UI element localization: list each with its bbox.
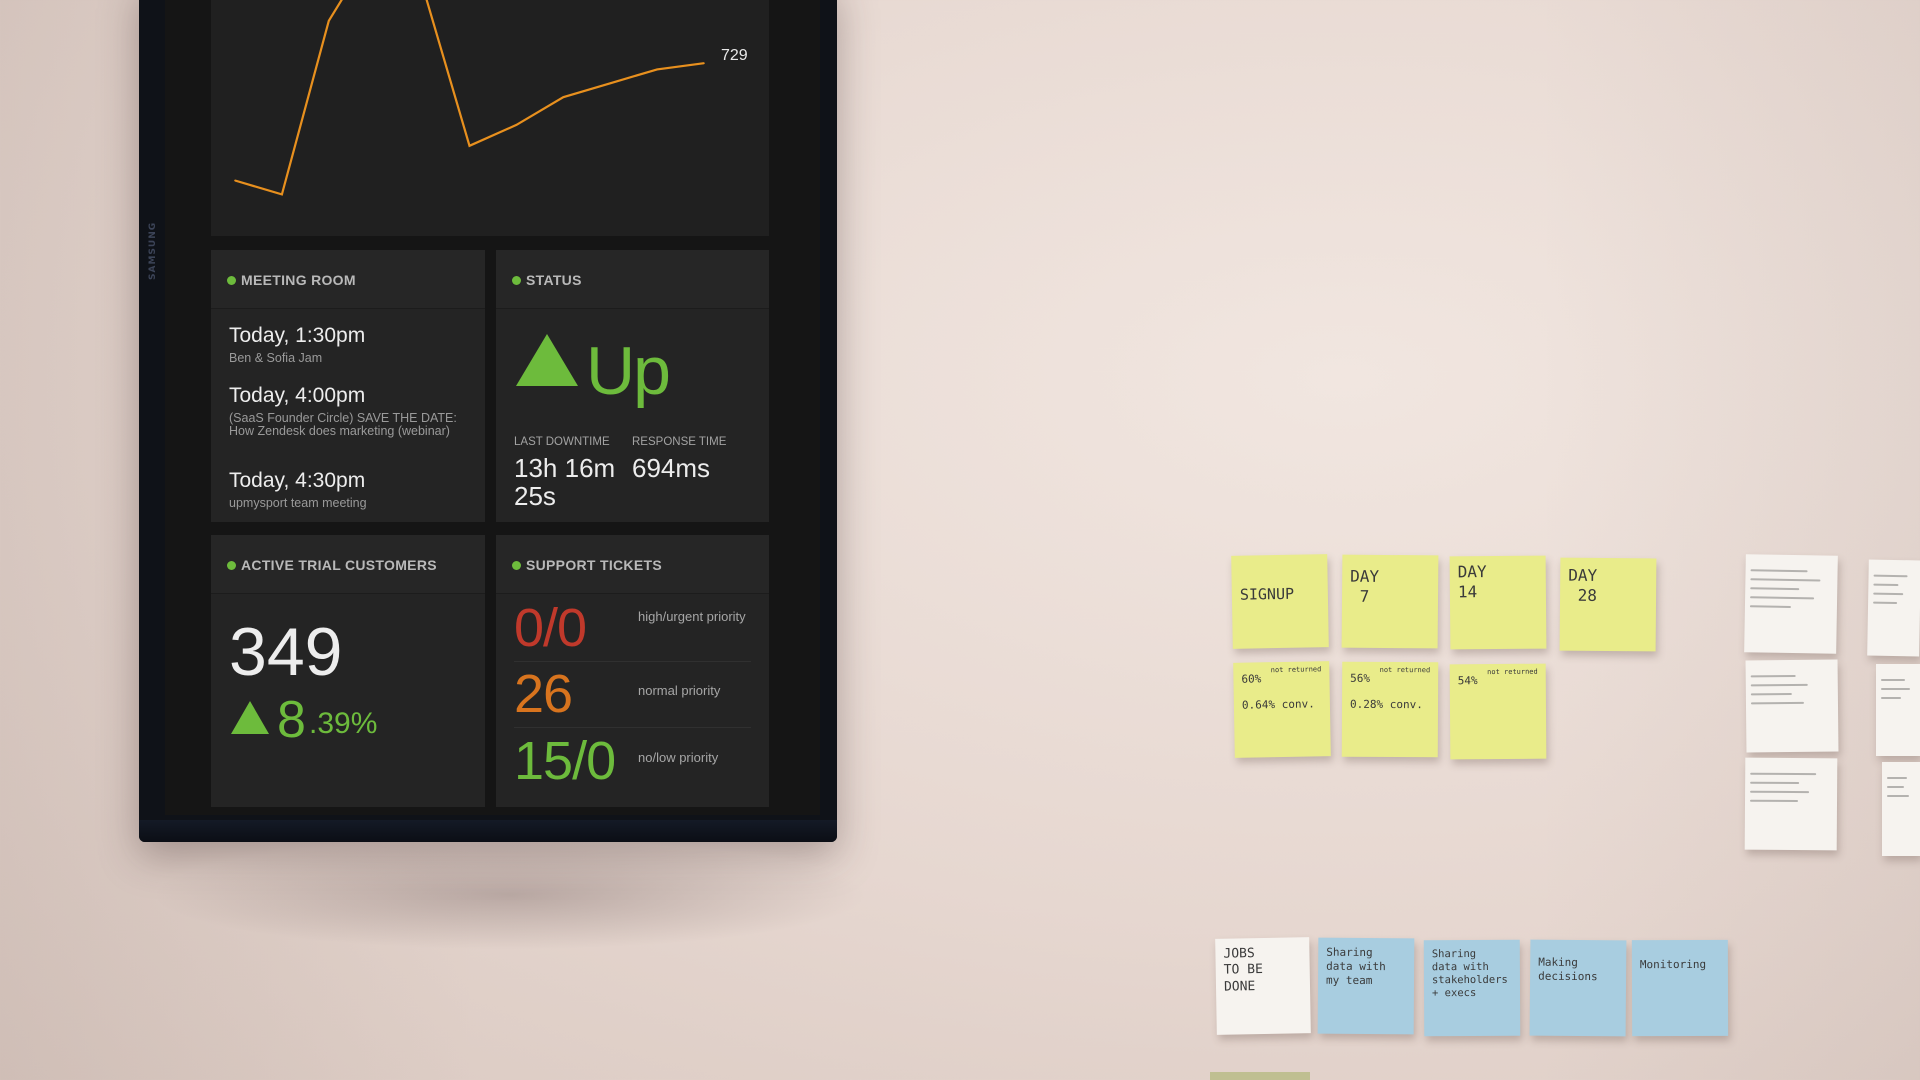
sticky-note-handwritten bbox=[1744, 554, 1838, 654]
panel-title: STATUS bbox=[526, 272, 582, 288]
ticket-label-normal: normal priority bbox=[638, 683, 721, 698]
chart-last-value: 729 bbox=[721, 47, 748, 64]
trial-count: 349 bbox=[229, 614, 343, 690]
sticky-note-result: not returned 56% 0.28% conv. bbox=[1341, 661, 1439, 758]
sticky-note-handwritten bbox=[1882, 762, 1920, 856]
tv-shadow bbox=[150, 840, 870, 950]
sticky-note-day7: DAY 7 bbox=[1341, 554, 1439, 649]
data-point bbox=[234, 179, 236, 182]
data-point bbox=[515, 124, 518, 126]
data-point bbox=[609, 82, 611, 85]
data-point bbox=[328, 20, 330, 22]
note-text: JOBS TO BE DONE bbox=[1223, 946, 1263, 995]
data-point bbox=[562, 96, 565, 98]
data-point bbox=[656, 68, 658, 71]
event-time: Today, 4:30pm bbox=[229, 469, 366, 492]
note-text: DAY 7 bbox=[1349, 566, 1380, 606]
row-divider bbox=[514, 661, 751, 662]
note-text: DAY 28 bbox=[1567, 565, 1598, 605]
sticky-note-handwritten bbox=[1744, 757, 1838, 851]
ticket-label-low: no/low priority bbox=[638, 750, 719, 765]
handwriting-scribble bbox=[1872, 568, 1915, 646]
note-text: Sharing data with stakeholders + execs bbox=[1431, 947, 1508, 1000]
sticky-note-handwritten bbox=[1745, 659, 1839, 753]
last-downtime-label: LAST DOWNTIME bbox=[514, 436, 610, 448]
support-tickets-panel: SUPPORT TICKETS 0/0 high/urgent priority… bbox=[496, 535, 769, 807]
series-line bbox=[234, 0, 705, 196]
response-time-value: 694ms bbox=[632, 453, 711, 483]
sticky-note-result: not returned 54% bbox=[1449, 663, 1547, 760]
event-description: (SaaS Founder Circle) SAVE THE DATE: How… bbox=[229, 411, 457, 438]
status-state: Up bbox=[586, 333, 671, 409]
sticky-note-job: Sharing data with stakeholders + execs bbox=[1423, 939, 1521, 1037]
panel-header: MEETING ROOM bbox=[211, 250, 485, 309]
tv-bottom-bezel bbox=[139, 820, 837, 842]
panel-header: ACTIVE TRIAL CUSTOMERS bbox=[211, 535, 485, 594]
event-description: Ben & Sofia Jam bbox=[229, 351, 323, 365]
status-panel: STATUS Up LAST DOWNTIME RESPONSE TIME 13… bbox=[496, 250, 769, 522]
note-text: Making decisions bbox=[1538, 955, 1598, 983]
data-point bbox=[468, 144, 471, 147]
ticket-count-normal: 26 bbox=[514, 664, 573, 724]
note-subtext: 0.28% conv. bbox=[1349, 697, 1423, 712]
sticky-note-handwritten bbox=[1876, 664, 1920, 756]
sticky-note-handwritten bbox=[1867, 559, 1920, 657]
note-text: SIGNUP bbox=[1239, 584, 1295, 604]
handwriting-scribble bbox=[1750, 668, 1834, 742]
response-time-label: RESPONSE TIME bbox=[632, 436, 727, 448]
up-arrow-icon bbox=[231, 701, 269, 734]
status-dot-icon bbox=[512, 561, 521, 570]
status-dot-icon bbox=[227, 276, 236, 285]
note-subtext: not returned bbox=[1379, 665, 1431, 675]
trial-change-fraction: .39% bbox=[309, 707, 378, 740]
ticket-label-high: high/urgent priority bbox=[638, 609, 746, 624]
event-time: Today, 4:00pm bbox=[229, 384, 366, 407]
event-time: Today, 1:30pm bbox=[229, 324, 366, 347]
line-chart bbox=[234, 0, 705, 196]
meeting-room-panel: MEETING ROOM Today, 1:30pm Ben & Sofia J… bbox=[211, 250, 485, 522]
handwriting-scribble bbox=[1887, 770, 1915, 845]
note-text: 60% bbox=[1241, 672, 1262, 686]
sticky-note-jobs: JOBS TO BE DONE bbox=[1215, 937, 1311, 1035]
note-subtext: not returned bbox=[1487, 667, 1538, 677]
panel-title: ACTIVE TRIAL CUSTOMERS bbox=[241, 557, 437, 573]
trial-change-integer: 8 bbox=[277, 691, 306, 749]
note-text: 56% bbox=[1350, 671, 1371, 685]
note-subtext: 0.64% conv. bbox=[1241, 697, 1315, 712]
metric-chart-panel: 729 bbox=[211, 0, 769, 236]
handwriting-scribble bbox=[1750, 766, 1833, 840]
sticky-note-day14: DAY 14 bbox=[1449, 555, 1547, 650]
note-text: Sharing data with my team bbox=[1325, 945, 1386, 987]
sticky-note-job: Sharing data with my team bbox=[1317, 937, 1415, 1035]
sticky-note-job: Monitoring bbox=[1631, 939, 1729, 1037]
floor-tape bbox=[1210, 1072, 1310, 1080]
event-description: upmysport team meeting bbox=[229, 496, 367, 510]
handwriting-scribble bbox=[1749, 562, 1832, 642]
panel-header: SUPPORT TICKETS bbox=[496, 535, 769, 594]
row-divider bbox=[514, 727, 751, 728]
last-downtime-value: 13h 16m 25s bbox=[514, 453, 616, 511]
panel-title: SUPPORT TICKETS bbox=[526, 557, 662, 573]
up-arrow-icon bbox=[516, 334, 578, 386]
handwriting-scribble bbox=[1881, 672, 1915, 746]
note-text: DAY 14 bbox=[1457, 562, 1487, 602]
sticky-note-job: Making decisions bbox=[1529, 939, 1627, 1037]
panel-header: STATUS bbox=[496, 250, 769, 309]
ticket-count-low: 15/0 bbox=[514, 731, 616, 791]
ticket-count-high: 0/0 bbox=[514, 598, 587, 658]
sticky-note-signup: SIGNUP bbox=[1231, 554, 1329, 649]
note-subtext: not returned bbox=[1270, 665, 1322, 675]
note-text: 54% bbox=[1457, 674, 1478, 688]
sticky-note-day28: DAY 28 bbox=[1559, 557, 1657, 652]
data-point bbox=[703, 62, 705, 64]
status-dot-icon bbox=[227, 561, 236, 570]
panel-title: MEETING ROOM bbox=[241, 272, 356, 288]
data-point bbox=[281, 193, 283, 196]
active-trial-panel: ACTIVE TRIAL CUSTOMERS 349 8 .39% bbox=[211, 535, 485, 807]
note-text: Monitoring bbox=[1639, 957, 1707, 972]
sticky-note-result: not returned 60% 0.64% conv. bbox=[1233, 661, 1331, 758]
status-dot-icon bbox=[512, 276, 521, 285]
